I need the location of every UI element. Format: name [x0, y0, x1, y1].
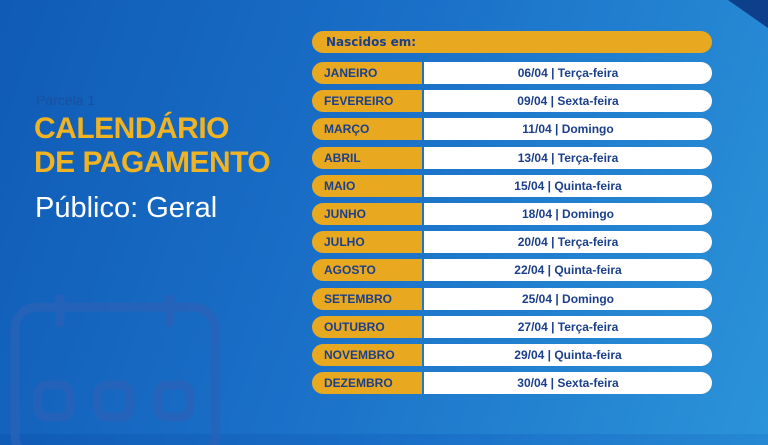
date-cell: 30/04 | Sexta-feira: [424, 372, 712, 395]
table-row: MARÇO 11/04 | Domingo: [312, 118, 712, 141]
date-cell: 15/04 | Quinta-feira: [424, 174, 712, 197]
month-cell: MAIO: [312, 174, 422, 197]
month-cell: JUNHO: [312, 203, 422, 225]
date-cell: 22/04 | Quinta-feira: [424, 259, 712, 282]
table-row: ABRIL 13/04 | Terça-feira: [312, 146, 712, 169]
table-row: SETEMBRO 25/04 | Domingo: [312, 287, 712, 310]
table-row: AGOSTO 22/04 | Quinta-feira: [312, 259, 712, 282]
date-cell: 11/04 | Domingo: [424, 118, 712, 141]
table-row: JUNHO 18/04 | Domingo: [312, 203, 712, 225]
month-cell: SETEMBRO: [312, 287, 422, 310]
table-row: NOVEMBRO 29/04 | Quinta-feira: [312, 344, 712, 366]
parcela-label: Parcela 1: [36, 92, 96, 108]
audience-label: Público: Geral: [35, 192, 218, 224]
month-cell: AGOSTO: [312, 259, 422, 282]
title-line-2: DE PAGAMENTO: [34, 146, 271, 179]
month-cell: FEVEREIRO: [312, 90, 422, 113]
table-row: JULHO 20/04 | Terça-feira: [312, 231, 712, 254]
date-cell: 20/04 | Terça-feira: [424, 231, 712, 254]
table-row: OUTUBRO 27/04 | Terça-feira: [312, 315, 712, 338]
table-row: JANEIRO 06/04 | Terça-feira: [312, 62, 712, 84]
date-cell: 13/04 | Terça-feira: [424, 146, 712, 169]
title-line-1: CALENDÁRIO: [34, 112, 230, 145]
month-cell: DEZEMBRO: [312, 372, 422, 395]
table-row: DEZEMBRO 30/04 | Sexta-feira: [312, 372, 712, 395]
date-cell: 27/04 | Terça-feira: [424, 315, 712, 338]
page-title: CALENDÁRIO DE PAGAMENTO: [34, 112, 271, 180]
date-cell: 18/04 | Domingo: [424, 203, 712, 225]
month-cell: MARÇO: [312, 118, 422, 141]
table-header: Nascidos em:: [312, 31, 712, 53]
month-cell: OUTUBRO: [312, 315, 422, 338]
date-cell: 09/04 | Sexta-feira: [424, 90, 712, 113]
month-cell: JULHO: [312, 231, 422, 254]
corner-decoration: [728, 0, 768, 28]
date-cell: 25/04 | Domingo: [424, 287, 712, 310]
date-cell: 29/04 | Quinta-feira: [424, 344, 712, 366]
date-cell: 06/04 | Terça-feira: [424, 62, 712, 84]
month-cell: ABRIL: [312, 146, 422, 169]
month-cell: NOVEMBRO: [312, 344, 422, 366]
calendar-icon: [10, 295, 220, 445]
table-row: MAIO 15/04 | Quinta-feira: [312, 174, 712, 197]
table-row: FEVEREIRO 09/04 | Sexta-feira: [312, 90, 712, 113]
month-cell: JANEIRO: [312, 62, 422, 84]
